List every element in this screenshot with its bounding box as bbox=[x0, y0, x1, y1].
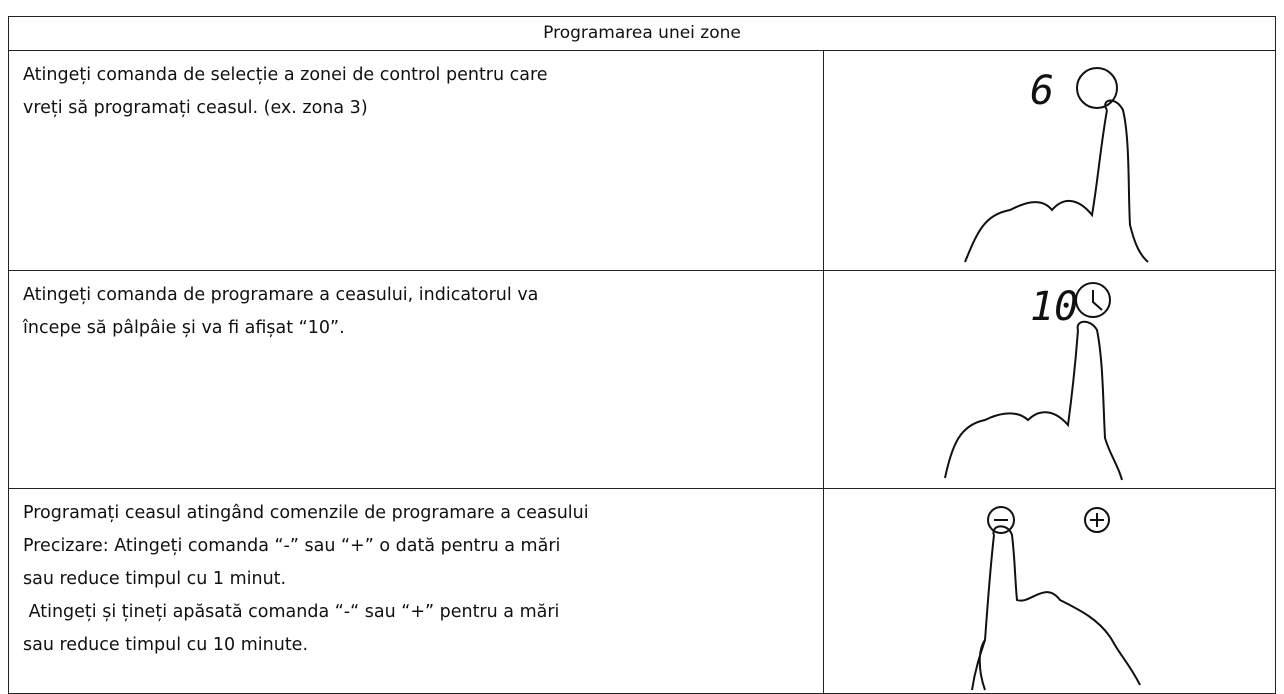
hand bbox=[964, 99, 1149, 263]
row-text: Atingeți comanda de selecție a zonei de … bbox=[8, 50, 824, 271]
text-line: Precizare: Atingeți comanda “-” sau “+” … bbox=[23, 536, 561, 556]
text-line: Atingeți comanda de programare a ceasulu… bbox=[23, 285, 539, 305]
clock-button bbox=[1075, 282, 1111, 318]
display-digit: 6 bbox=[1030, 68, 1054, 114]
display-digit: 10 bbox=[1030, 284, 1078, 330]
hand bbox=[944, 320, 1123, 481]
hand bbox=[971, 525, 1141, 691]
text-line: începe să pâlpâie și va fi afișat “10”. bbox=[23, 318, 345, 338]
text-line: sau reduce timpul cu 1 minut. bbox=[23, 569, 287, 589]
text-line: Programați ceasul atingând comenzile de … bbox=[23, 503, 589, 523]
clock-hands bbox=[1092, 290, 1103, 311]
plus-button bbox=[1084, 507, 1110, 533]
text-line: sau reduce timpul cu 10 minute. bbox=[23, 635, 309, 655]
text-line: vreți să programați ceasul. (ex. zona 3) bbox=[23, 98, 368, 118]
minus-button bbox=[987, 506, 1015, 534]
text-line: Atingeți și țineți apăsată comanda “-“ s… bbox=[23, 602, 560, 622]
control-button bbox=[1076, 67, 1118, 109]
text-line: Atingeți comanda de selecție a zonei de … bbox=[23, 65, 548, 85]
